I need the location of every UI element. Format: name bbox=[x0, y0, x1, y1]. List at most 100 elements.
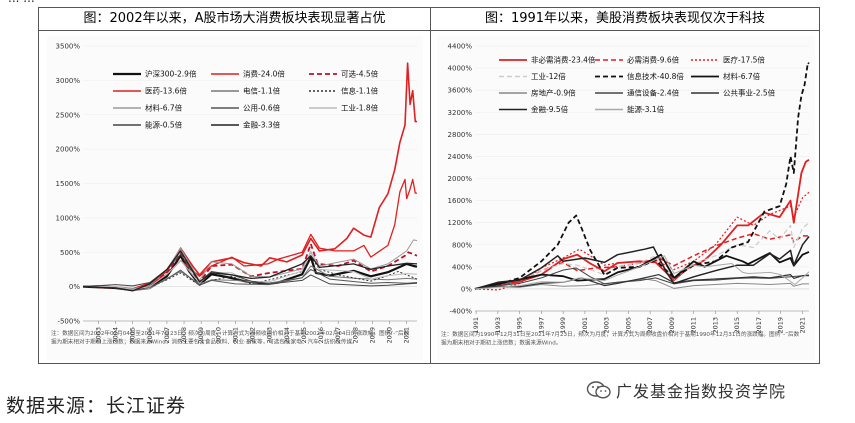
y-tick-label: 1000% bbox=[56, 214, 81, 222]
series-line-9 bbox=[474, 274, 810, 290]
x-tick-label: 2009 bbox=[197, 327, 205, 344]
series-line-11 bbox=[82, 250, 418, 292]
y-tick-label: 500% bbox=[60, 249, 80, 257]
x-tick-label: 2009 bbox=[668, 317, 676, 334]
x-tick-label: 2006 bbox=[146, 327, 154, 344]
legend-label: 必需消费-9.6倍 bbox=[627, 55, 680, 65]
series-line-6 bbox=[474, 251, 810, 290]
legend-label: 公共事业-2.5倍 bbox=[723, 88, 776, 98]
legend-label: 通信设备-2.4倍 bbox=[627, 88, 680, 98]
series-line-6 bbox=[82, 255, 418, 291]
x-tick-label: 2001 bbox=[581, 317, 589, 334]
chart-note-line: 据为期末相对于期初上涨倍数；数据来源Wind。 bbox=[441, 339, 561, 347]
legend-label: 信息-1.1倍 bbox=[341, 86, 379, 96]
series-line-4 bbox=[474, 222, 810, 290]
left-chart: 3500% 3000% 2500% 2000% 1500% 1000% 500% 0% -500… bbox=[47, 36, 423, 360]
x-tick-label: 1997 bbox=[537, 317, 545, 334]
y-tick-label: 800% bbox=[452, 241, 472, 249]
panel-divider bbox=[430, 8, 431, 363]
x-tick-label: 2016 bbox=[317, 327, 325, 344]
legend-label: 工业-1.8倍 bbox=[341, 103, 379, 113]
x-tick-label: 2008 bbox=[180, 327, 188, 344]
x-tick-label: 2021 bbox=[403, 327, 411, 344]
chart-panels: 图：2002年以来，A股市场大消费板块表现显著占优 图：1991年以来，美股消费… bbox=[38, 7, 820, 364]
series-line-11 bbox=[474, 255, 810, 290]
legend-label: 材料-6.7倍 bbox=[145, 103, 183, 113]
series-line-9 bbox=[83, 250, 418, 290]
y-tick-label: 2400% bbox=[448, 153, 473, 161]
x-tick-label: 2015 bbox=[300, 327, 308, 344]
y-tick-label: 3200% bbox=[448, 109, 473, 117]
series-line-5 bbox=[474, 61, 810, 290]
left-chart-svg: 3500% 3000% 2500% 2000% 1500% 1000% 500% 0% -500… bbox=[51, 43, 418, 346]
chart-note-line: 注：数据区间为1990年12月31日至2021年7月23日，频次为月度，计算方式… bbox=[441, 330, 800, 338]
x-tick-label: 2019 bbox=[777, 317, 785, 334]
y-tick-label: 0% bbox=[69, 283, 80, 291]
legend-label: 金融-9.5倍 bbox=[531, 104, 569, 114]
legend-label: 金融-3.3倍 bbox=[243, 120, 281, 130]
x-tick-label: 2015 bbox=[733, 317, 741, 334]
x-tick-label: 1991 bbox=[472, 317, 480, 334]
right-chart: 4400% 4000% 3600% 3200% 2800% 2400% 2000% 1600%… bbox=[437, 36, 815, 360]
data-source-caption: 数据来源：长江证券 bbox=[6, 395, 187, 417]
x-tick-label: 2004 bbox=[112, 327, 120, 344]
series-line-7 bbox=[83, 239, 418, 290]
y-tick-label: -500% bbox=[57, 318, 80, 326]
x-tick-label: 2003 bbox=[94, 327, 102, 344]
left-chart-title: 图：2002年以来，A股市场大消费板块表现显著占优 bbox=[39, 8, 430, 31]
x-tick-label: 2013 bbox=[711, 317, 719, 334]
top-cropped-text: ... ... bbox=[0, 0, 855, 7]
x-tick-label: 2005 bbox=[129, 327, 137, 344]
x-tick-label: 2021 bbox=[798, 317, 806, 334]
x-tick-label: 2005 bbox=[624, 317, 632, 334]
series-line-2 bbox=[82, 62, 417, 290]
y-tick-label: 2800% bbox=[448, 131, 473, 139]
x-tick-label: 2013 bbox=[266, 327, 274, 344]
series-line-1 bbox=[474, 158, 810, 290]
legend-label: 沪深300-2.9倍 bbox=[145, 69, 197, 79]
series-line-4 bbox=[82, 178, 417, 291]
legend-label: 公用-0.6倍 bbox=[243, 103, 281, 113]
y-tick-label: 3500% bbox=[56, 43, 81, 51]
x-tick-label: 2020 bbox=[386, 327, 394, 344]
legend-label: 能源-3.1倍 bbox=[627, 104, 665, 114]
x-tick-label: 2003 bbox=[603, 317, 611, 334]
y-tick-label: 0% bbox=[461, 285, 472, 293]
y-tick-label: 1500% bbox=[56, 180, 81, 188]
y-tick-label: 3600% bbox=[448, 87, 473, 95]
x-tick-label: 2017 bbox=[755, 317, 763, 334]
x-tick-label: 1993 bbox=[494, 317, 502, 334]
x-tick-label: 2019 bbox=[368, 327, 376, 344]
right-chart-svg: 4400% 4000% 3600% 3200% 2800% 2400% 2000% 1600%… bbox=[441, 43, 810, 347]
legend-label: 非必需消费-23.4倍 bbox=[531, 55, 596, 65]
brand-watermark: 广发基金指数投资学院 bbox=[586, 378, 786, 402]
wechat-icon bbox=[586, 381, 611, 399]
x-tick-label: 2010 bbox=[214, 327, 222, 344]
x-tick-label: 2017 bbox=[334, 327, 342, 344]
y-tick-label: 1200% bbox=[448, 219, 473, 227]
legend-label: 材料-6.7倍 bbox=[723, 71, 761, 81]
x-tick-label: 2014 bbox=[283, 327, 291, 344]
y-tick-label: 2000% bbox=[448, 175, 473, 183]
x-tick-label: 2011 bbox=[690, 317, 698, 334]
y-tick-label: 2500% bbox=[56, 111, 81, 119]
legend-label: 消费-24.0倍 bbox=[243, 69, 285, 79]
top-cropped-label: ... ... bbox=[8, 0, 35, 5]
y-tick-label: 1600% bbox=[448, 197, 473, 205]
series-line-7 bbox=[474, 278, 809, 290]
x-tick-label: 2011 bbox=[231, 327, 239, 344]
legend-label: 工业-12倍 bbox=[531, 71, 566, 81]
y-tick-label: 2000% bbox=[56, 146, 81, 154]
y-tick-label: 4000% bbox=[448, 65, 473, 73]
y-tick-label: 4400% bbox=[448, 43, 473, 51]
y-tick-label: 400% bbox=[452, 263, 472, 271]
x-tick-label: 2007 bbox=[163, 327, 171, 344]
brand-text: 广发基金指数投资学院 bbox=[616, 382, 787, 401]
series-line-10 bbox=[82, 253, 418, 288]
legend-label: 能源-0.5倍 bbox=[145, 120, 183, 130]
series-line-10 bbox=[474, 236, 810, 290]
chart-note-line: 据为期末相对于期初上涨倍数；数据来源Wind，消费主要包含食品饮料、农业·畜牧等… bbox=[51, 338, 358, 346]
series-line-5 bbox=[82, 265, 418, 292]
series-line-1 bbox=[82, 254, 418, 292]
x-tick-label: 1995 bbox=[516, 317, 524, 334]
